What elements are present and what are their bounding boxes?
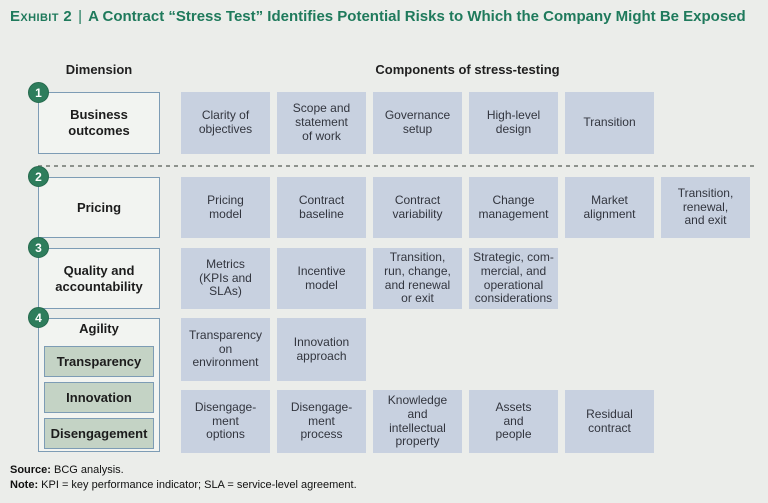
row-number-badge-2: 2	[28, 166, 49, 187]
source-text: BCG analysis.	[50, 464, 124, 476]
component-box: High-level design	[469, 92, 558, 154]
component-box: Strategic, com- mercial, and operational…	[469, 248, 558, 309]
note-text: KPI = key performance indicator; SLA = s…	[38, 478, 357, 491]
sub-dimension-disengagement: Disengagement	[44, 418, 154, 449]
component-box: Transparency on environment	[181, 318, 270, 381]
dimension-box-quality-accountability: Quality and accountability	[38, 248, 160, 309]
component-box: Market alignment	[565, 177, 654, 238]
component-box: Innovation approach	[277, 318, 366, 381]
component-box: Transition, renewal, and exit	[661, 177, 750, 238]
dimension-column-header: Dimension	[65, 62, 133, 77]
exhibit-title: Exhibit 2 | A Contract “Stress Test” Ident…	[10, 7, 762, 28]
dashed-divider	[38, 165, 755, 167]
component-box: Contract baseline	[277, 177, 366, 238]
note-label: Note:	[10, 478, 39, 491]
component-box: Incentive model	[277, 248, 366, 309]
title-separator: |	[78, 8, 83, 25]
component-box: Transition	[565, 92, 654, 154]
component-box: Change management	[469, 177, 558, 238]
row-number-badge-1: 1	[28, 82, 49, 103]
component-box: Assets and people	[469, 390, 558, 453]
component-box: Knowledge and intellectual property	[373, 390, 462, 453]
note-line: Note: KPI = key performance indicator; S…	[10, 478, 357, 493]
component-box: Disengage- ment process	[277, 390, 366, 453]
footer: Source: BCG analysis. Note: KPI = key pe…	[10, 463, 357, 493]
component-box: Disengage- ment options	[181, 390, 270, 453]
source-label: Source:	[10, 464, 51, 476]
sub-dimension-transparency: Transparency	[44, 346, 154, 377]
exhibit-number-label: Exhibit 2	[10, 8, 73, 25]
dimension-box-pricing: Pricing	[38, 177, 160, 238]
component-box: Residual contract	[565, 390, 654, 453]
dimension-box-business-outcomes: Business outcomes	[38, 92, 160, 154]
component-box: Governance setup	[373, 92, 462, 154]
sub-dimension-innovation: Innovation	[44, 382, 154, 413]
component-box: Scope and statement of work	[277, 92, 366, 154]
agility-label: Agility	[79, 321, 119, 336]
component-box: Pricing model	[181, 177, 270, 238]
row-number-badge-3: 3	[28, 237, 49, 258]
components-column-header: Components of stress-testing	[375, 62, 560, 77]
component-box: Transition, run, change, and renewal or …	[373, 248, 462, 309]
row-number-badge-4: 4	[28, 307, 49, 328]
component-box: Clarity of objectives	[181, 92, 270, 154]
component-box: Contract variability	[373, 177, 462, 238]
exhibit-title-text: A Contract “Stress Test” Identifies Pote…	[88, 8, 746, 25]
component-box: Metrics (KPIs and SLAs)	[181, 248, 270, 309]
source-line: Source: BCG analysis.	[10, 463, 357, 478]
